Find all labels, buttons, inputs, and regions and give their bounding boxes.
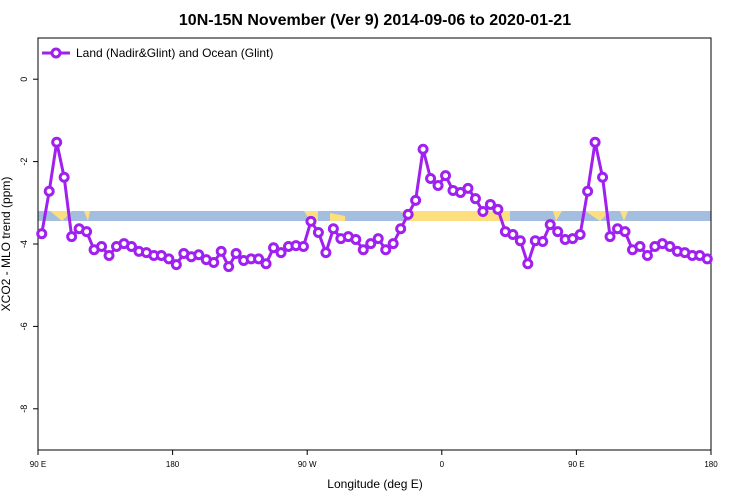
y-tick-label: -8 <box>19 405 29 413</box>
data-point <box>582 185 594 197</box>
y-tick-label: -4 <box>19 240 29 248</box>
data-point <box>432 179 444 191</box>
data-point <box>641 250 653 262</box>
y-axis-label: XCO2 - MLO trend (ppm) <box>0 177 13 312</box>
data-point <box>395 223 407 235</box>
data-point <box>410 194 422 206</box>
data-point <box>305 215 317 227</box>
legend: Land (Nadir&Glint) and Ocean (Glint) <box>42 46 273 60</box>
data-point <box>664 240 676 252</box>
x-tick-label: 180 <box>166 460 180 469</box>
x-tick-label: 180 <box>704 460 718 469</box>
legend-marker <box>50 47 62 59</box>
data-point <box>357 244 369 256</box>
data-point <box>215 245 227 257</box>
x-tick-label: 90 E <box>30 460 46 469</box>
data-point <box>36 228 48 240</box>
data-point <box>268 242 280 254</box>
data-point <box>327 223 339 235</box>
data-point <box>469 193 481 205</box>
data-point <box>208 257 220 269</box>
data-point <box>230 247 242 259</box>
x-axis-label: Longitude (deg E) <box>327 477 422 491</box>
data-point <box>372 233 384 245</box>
data-point <box>440 170 452 182</box>
data-point <box>43 185 55 197</box>
data-point <box>477 205 489 217</box>
data-point <box>484 198 496 210</box>
data-point <box>387 238 399 250</box>
data-point <box>589 136 601 148</box>
legend-label: Land (Nadir&Glint) and Ocean (Glint) <box>76 46 273 60</box>
data-point <box>522 258 534 270</box>
y-tick-label: -2 <box>19 158 29 166</box>
data-point <box>552 226 564 238</box>
data-point <box>507 229 519 241</box>
data-point <box>380 244 392 256</box>
data-point <box>402 208 414 220</box>
data-point <box>125 240 137 252</box>
y-tick-label: 0 <box>19 77 29 82</box>
data-point <box>417 143 429 155</box>
x-tick-label: 0 <box>440 460 445 469</box>
data-point <box>81 226 93 238</box>
data-point <box>574 229 586 241</box>
data-point <box>597 171 609 183</box>
y-tick-label: -6 <box>19 322 29 330</box>
data-point <box>634 240 646 252</box>
data-point <box>462 182 474 194</box>
x-tick-label: 90 W <box>298 460 317 469</box>
data-point <box>544 219 556 231</box>
data-point <box>297 240 309 252</box>
data-point <box>103 250 115 262</box>
data-point <box>260 258 272 270</box>
data-point <box>58 171 70 183</box>
data-point <box>223 261 235 273</box>
data-point <box>51 136 63 148</box>
data-point <box>312 226 324 238</box>
data-point <box>492 203 504 215</box>
data-point <box>425 172 437 184</box>
land-ocean-band <box>38 211 711 221</box>
data-point <box>701 253 713 265</box>
data-point <box>619 226 631 238</box>
data-point <box>320 247 332 259</box>
data-point <box>253 253 265 265</box>
chart-title: 10N-15N November (Ver 9) 2014-09-06 to 2… <box>179 12 571 29</box>
series <box>36 136 713 273</box>
data-point <box>537 236 549 248</box>
data-point <box>514 235 526 247</box>
x-tick-label: 90 E <box>568 460 584 469</box>
data-point <box>163 253 175 265</box>
data-point <box>96 240 108 252</box>
data-point <box>193 249 205 261</box>
data-point <box>350 233 362 245</box>
data-point <box>170 259 182 271</box>
data-point <box>66 231 78 243</box>
data-point <box>365 238 377 250</box>
data-point <box>604 231 616 243</box>
data-point <box>275 247 287 259</box>
